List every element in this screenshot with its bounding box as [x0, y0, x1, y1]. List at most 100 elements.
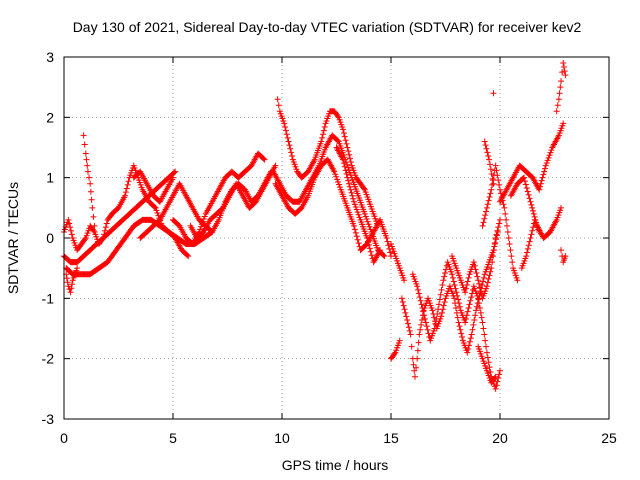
- data-point: [459, 333, 466, 340]
- data-point: [336, 184, 343, 191]
- data-point: [441, 273, 448, 280]
- data-point: [548, 147, 555, 154]
- data-point: [450, 278, 457, 285]
- data-point: [541, 165, 548, 172]
- data-point: [405, 320, 412, 327]
- data-point: [414, 355, 421, 362]
- data-point: [452, 304, 459, 311]
- data-point: [466, 301, 473, 308]
- data-point: [441, 298, 448, 305]
- data-point: [350, 222, 357, 229]
- data-point: [199, 218, 206, 225]
- data-point: [320, 127, 327, 134]
- data-point: [366, 223, 373, 230]
- data-point: [480, 219, 487, 226]
- data-point: [368, 252, 375, 259]
- data-point: [483, 208, 490, 215]
- data-point: [442, 269, 449, 276]
- data-point: [476, 300, 483, 307]
- data-point: [524, 188, 531, 195]
- data-point: [125, 178, 132, 185]
- data-point: [68, 281, 75, 288]
- data-point: [275, 102, 282, 109]
- data-point: [321, 123, 328, 130]
- data-point: [486, 161, 493, 168]
- data-point: [439, 309, 446, 316]
- data-point: [438, 286, 445, 293]
- data-point: [486, 272, 493, 279]
- data-point: [488, 265, 495, 272]
- data-point: [391, 350, 398, 357]
- data-point: [353, 206, 360, 213]
- data-point: [362, 213, 369, 220]
- data-point: [438, 313, 445, 320]
- data-point: [74, 265, 81, 272]
- data-point: [473, 307, 480, 314]
- data-point: [433, 315, 440, 322]
- data-point: [484, 354, 491, 361]
- data-point: [490, 90, 497, 97]
- data-point: [451, 295, 458, 302]
- data-point: [415, 286, 422, 293]
- data-point: [419, 304, 426, 311]
- data-point: [454, 314, 461, 321]
- data-point: [482, 142, 489, 149]
- data-point: [354, 236, 361, 243]
- data-point: [476, 280, 483, 287]
- data-point: [455, 296, 462, 303]
- data-point: [475, 277, 482, 284]
- data-point: [495, 177, 502, 184]
- data-point: [561, 68, 568, 75]
- data-point: [432, 320, 439, 327]
- data-point: [285, 138, 292, 145]
- data-point: [68, 285, 75, 292]
- y-axis-label: SDTVAR / TECUs: [5, 182, 21, 294]
- data-point: [524, 245, 531, 252]
- x-tick-label: 5: [169, 430, 177, 446]
- data-point: [341, 133, 348, 140]
- data-point: [481, 215, 488, 222]
- data-point: [560, 64, 567, 71]
- data-point: [335, 178, 342, 185]
- data-point: [354, 209, 361, 216]
- data-point: [547, 149, 554, 156]
- data-point: [527, 198, 534, 205]
- data-point: [464, 349, 471, 356]
- data-point: [198, 223, 205, 230]
- data-point: [464, 278, 471, 285]
- data-point: [319, 134, 326, 141]
- data-point: [431, 325, 438, 332]
- data-point: [486, 193, 493, 200]
- data-point: [478, 314, 485, 321]
- data-point: [422, 315, 429, 322]
- data-point: [405, 324, 412, 331]
- data-point: [86, 174, 93, 181]
- data-point: [429, 307, 436, 314]
- data-point: [417, 326, 424, 333]
- data-point: [83, 156, 90, 163]
- data-point: [68, 231, 75, 238]
- data-point: [87, 188, 94, 195]
- data-point: [492, 385, 499, 392]
- data-point: [350, 198, 357, 205]
- data-point: [479, 278, 486, 285]
- data-point: [185, 253, 192, 260]
- data-point: [399, 298, 406, 305]
- data-point: [408, 343, 415, 350]
- data-point: [555, 96, 562, 103]
- x-tick-label: 25: [601, 430, 617, 446]
- data-point: [494, 172, 501, 179]
- data-point: [417, 297, 424, 304]
- data-point: [483, 283, 490, 290]
- data-point: [151, 204, 158, 211]
- data-point: [497, 186, 503, 193]
- data-point: [546, 152, 553, 159]
- data-point: [401, 306, 408, 313]
- data-point: [557, 84, 564, 91]
- data-point: [503, 222, 510, 229]
- data-point: [343, 140, 350, 147]
- data-point: [558, 204, 565, 211]
- data-point: [473, 269, 480, 276]
- data-point: [483, 145, 490, 152]
- data-point: [524, 249, 531, 256]
